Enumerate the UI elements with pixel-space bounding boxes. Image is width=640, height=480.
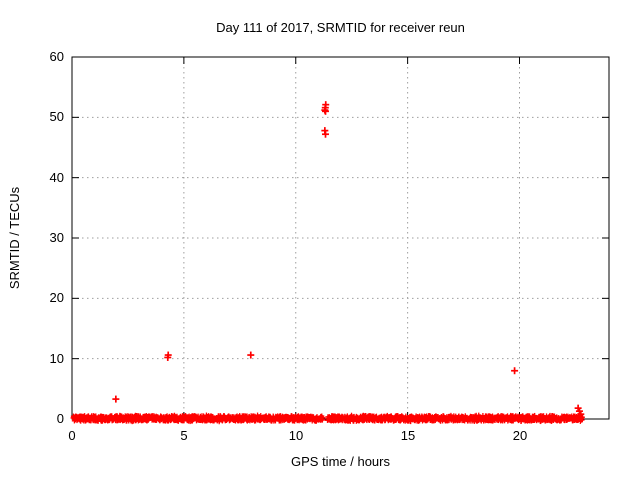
chart-title: Day 111 of 2017, SRMTID for receiver reu… <box>216 20 465 35</box>
y-tick-label: 60 <box>49 49 64 64</box>
x-tick-label: 10 <box>288 428 304 443</box>
x-tick-label: 0 <box>68 428 76 443</box>
y-axis-label: SRMTID / TECUs <box>7 186 22 290</box>
y-tick-label: 40 <box>49 170 64 185</box>
x-axis-label: GPS time / hours <box>291 454 390 469</box>
y-tick-label: 0 <box>56 411 64 426</box>
y-tick-label: 50 <box>49 109 64 124</box>
x-tick-label: 15 <box>400 428 416 443</box>
y-tick-label: 20 <box>49 290 64 305</box>
y-tick-label: 10 <box>49 351 64 366</box>
x-tick-label: 5 <box>180 428 188 443</box>
x-tick-label: 20 <box>512 428 528 443</box>
y-tick-label: 30 <box>49 230 64 245</box>
